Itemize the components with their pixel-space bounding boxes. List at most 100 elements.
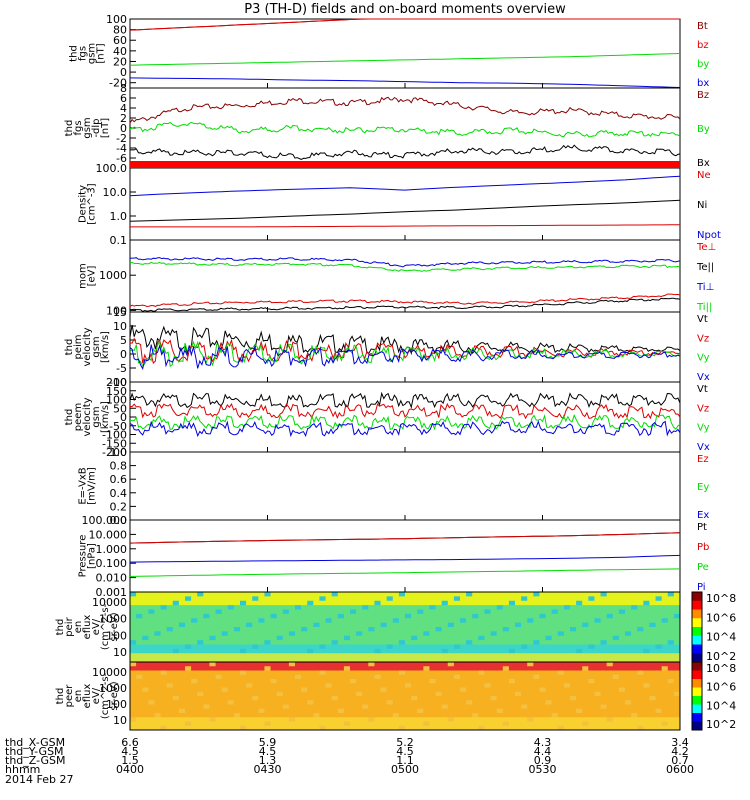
- spectrogram-cell: [209, 721, 217, 727]
- spectrogram-cell: [661, 662, 669, 667]
- spectrogram-cell: [460, 631, 467, 637]
- spectrogram-cell: [582, 605, 589, 610]
- spectrogram-cell: [625, 640, 632, 645]
- series-line-by: [129, 121, 681, 138]
- spectrogram-cell: [246, 666, 253, 671]
- spectrogram-cell: [411, 648, 418, 654]
- spectrogram-cell: [142, 704, 149, 710]
- spectrogram-cell: [490, 613, 498, 619]
- spectrogram-cell: [380, 696, 388, 701]
- spectrogram-cell: [435, 679, 443, 684]
- spectrogram-cell: [490, 717, 498, 722]
- spectrogram-cell: [515, 600, 522, 606]
- spectrogram-cell: [582, 717, 589, 722]
- spectrogram-cell: [643, 596, 650, 602]
- spectrogram-cell: [282, 679, 290, 684]
- colorbar-segment: [692, 721, 702, 731]
- spectrogram-cell: [215, 670, 223, 676]
- spectrogram-cell: [301, 635, 308, 641]
- spectrogram-cell: [643, 640, 650, 645]
- spectrogram-cell: [466, 596, 473, 602]
- spectrogram-cell: [191, 691, 198, 697]
- spectrogram-cell: [288, 674, 296, 680]
- spectrogram-cell: [441, 653, 449, 659]
- spectrogram-cell: [301, 717, 308, 722]
- spectrogram-cell: [478, 687, 485, 693]
- spectrogram-cell: [423, 717, 430, 722]
- spectrogram-cell: [191, 683, 198, 688]
- spectrogram-cell: [655, 644, 663, 650]
- spectrogram-cell: [185, 605, 192, 610]
- spectrogram-cell: [301, 725, 308, 731]
- spectrogram-cell: [502, 708, 510, 714]
- spectrogram-cell: [435, 674, 443, 680]
- spectrogram-cell: [447, 635, 455, 641]
- ytick-label: 1000: [99, 269, 127, 282]
- spectrogram-cell: [649, 704, 657, 710]
- spectrogram-cell: [270, 592, 278, 597]
- spectrogram-cell: [618, 596, 626, 602]
- spectrogram-cell: [423, 631, 430, 637]
- spectrogram-cell: [405, 592, 412, 597]
- spectrogram-cell: [563, 631, 571, 637]
- spectrogram-cell: [209, 679, 217, 684]
- spectrogram-cell: [307, 708, 314, 714]
- y-axis-label: gsm: [91, 406, 102, 427]
- spectrogram-cell: [484, 622, 492, 628]
- spectrogram-cell: [484, 708, 492, 714]
- bottom-row-value: 1.5: [121, 754, 139, 767]
- spectrogram-cell: [154, 687, 162, 693]
- spectrogram-cell: [380, 609, 388, 615]
- spectrogram-cell: [276, 618, 284, 624]
- spectrogram-cell: [191, 670, 198, 676]
- spectrogram-cell: [386, 717, 394, 722]
- spectrogram-cell: [496, 657, 504, 663]
- spectrogram-cell: [166, 708, 174, 714]
- spectrogram-cell: [191, 713, 198, 718]
- spectrogram-cell: [386, 592, 394, 597]
- spectrogram-cell: [618, 618, 626, 624]
- spectrogram-cell: [160, 592, 168, 597]
- spectrogram-cell: [637, 700, 644, 705]
- spectrogram-cell: [350, 679, 357, 684]
- spectrogram-cell: [417, 648, 424, 654]
- legend-entry: Vz: [697, 333, 709, 344]
- spectrogram-cell: [197, 721, 204, 727]
- spectrogram-cell: [661, 622, 669, 628]
- spectrogram-cell: [331, 600, 339, 606]
- spectrogram-cell: [441, 609, 449, 615]
- spectrogram-cell: [209, 596, 217, 602]
- spectrogram-cell: [551, 700, 559, 705]
- spectrogram-cell: [643, 657, 650, 663]
- spectrogram-cell: [625, 700, 632, 705]
- spectrogram-cell: [417, 674, 424, 680]
- spectrogram-cell: [441, 721, 449, 727]
- spectrogram-cell: [502, 618, 510, 624]
- spectrogram-cell: [484, 627, 492, 632]
- spectrogram-cell: [649, 708, 657, 714]
- spectrogram-cell: [136, 725, 143, 731]
- spectrogram-cell: [203, 666, 210, 671]
- spectrogram-cell: [325, 687, 333, 693]
- spectrogram-cell: [185, 596, 192, 602]
- spectrogram-cell: [185, 640, 192, 645]
- y-axis-label: peim: [73, 334, 84, 359]
- spectrogram-cell: [557, 674, 565, 680]
- spectrogram-cell: [191, 622, 198, 628]
- spectrogram-cell: [258, 696, 265, 701]
- spectrogram-cell: [343, 613, 351, 619]
- spectrogram-cell: [539, 644, 547, 650]
- series-line-ti--: [129, 261, 681, 272]
- spectrogram-cell: [533, 683, 540, 688]
- spectrogram-cell: [649, 696, 657, 701]
- spectrogram-cell: [398, 605, 406, 610]
- spectrogram-cell: [594, 708, 602, 714]
- spectrogram-cell: [582, 666, 589, 671]
- spectrogram-cell: [460, 721, 467, 727]
- spectrogram-cell: [673, 708, 681, 714]
- spectrogram-cell: [484, 605, 492, 610]
- spectrogram-cell: [490, 592, 498, 597]
- spectrogram-cell: [136, 708, 143, 714]
- spectrogram-cell: [166, 609, 174, 615]
- spectrogram-cell: [172, 631, 180, 637]
